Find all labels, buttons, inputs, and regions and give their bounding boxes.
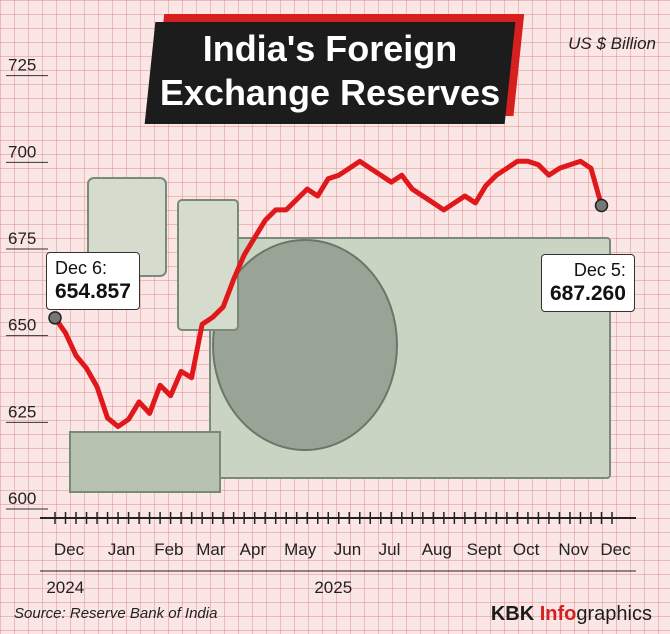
y-tick-label: 700 — [8, 142, 36, 161]
x-tick-label: Jan — [108, 540, 135, 559]
y-tick-label: 600 — [8, 489, 36, 508]
chart-title: India's Foreign Exchange Reserves — [150, 27, 510, 115]
x-tick-label: Jul — [379, 540, 401, 559]
cash-bundle-illustration — [177, 199, 239, 331]
title-line-2: Exchange Reserves — [159, 72, 501, 113]
x-tick-label: Apr — [240, 540, 267, 559]
brand-logo: KBK Infographics — [491, 603, 652, 626]
end-point — [594, 198, 609, 213]
source-note: Source: Reserve Bank of India — [14, 605, 218, 622]
y-tick-label: 650 — [8, 316, 36, 335]
start-callout-value: 654.857 — [55, 280, 131, 303]
x-tick-label: Dec — [600, 540, 631, 559]
x-tick-label: Aug — [422, 540, 452, 559]
year-label: 2025 — [314, 578, 352, 597]
year-label: 2024 — [46, 578, 84, 597]
y-tick-label: 725 — [8, 56, 36, 75]
start-callout: Dec 6: 654.857 — [46, 252, 140, 310]
title-line-1: India's Foreign — [202, 28, 458, 69]
brand-accent: Info — [539, 603, 577, 625]
end-callout: Dec 5: 687.260 — [541, 254, 635, 312]
start-callout-date: Dec 6: — [55, 258, 108, 278]
x-tick-label: Dec — [54, 540, 85, 559]
y-tick-label: 675 — [8, 229, 36, 248]
x-tick-label: May — [284, 540, 317, 559]
x-tick-label: Mar — [196, 540, 226, 559]
y-tick-label: 625 — [8, 402, 36, 421]
brand-rest: graphics — [576, 603, 652, 625]
x-tick-label: Jun — [334, 540, 361, 559]
x-tick-label: Sept — [467, 540, 502, 559]
unit-label: US $ Billion — [568, 34, 656, 53]
end-callout-value: 687.260 — [550, 282, 626, 305]
end-callout-date: Dec 5: — [573, 260, 626, 280]
x-tick-label: Oct — [513, 540, 540, 559]
x-tick-label: Feb — [154, 540, 183, 559]
start-point — [48, 311, 62, 325]
banknote-illustration — [69, 431, 221, 493]
banknote-portrait — [212, 239, 398, 451]
brand-prefix: KBK — [490, 603, 540, 625]
x-tick-label: Nov — [558, 540, 589, 559]
series-line — [52, 158, 604, 429]
